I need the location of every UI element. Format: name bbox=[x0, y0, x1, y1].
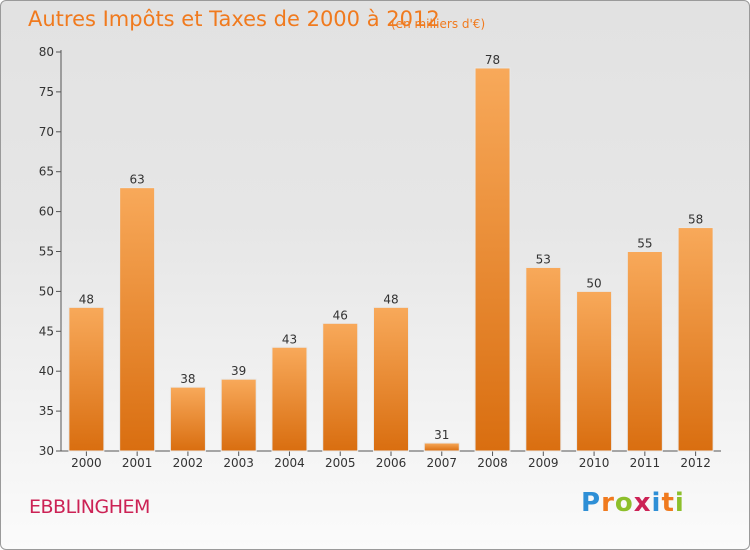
y-axis: 30 35 40 45 50 55 60 65 70 75 80 bbox=[39, 45, 62, 458]
data-label-2005: 46 bbox=[333, 308, 348, 322]
x-tick-label-2012: 2012 bbox=[680, 456, 711, 470]
x-tick-label-2009: 2009 bbox=[528, 456, 559, 470]
x-tick-label-2004: 2004 bbox=[274, 456, 305, 470]
x-tick-label-2007: 2007 bbox=[426, 456, 457, 470]
y-tick-label: 40 bbox=[39, 364, 54, 378]
bar-2012 bbox=[677, 227, 714, 452]
x-tick-label-2005: 2005 bbox=[325, 456, 356, 470]
y-tick-label: 65 bbox=[39, 165, 54, 179]
y-tick-label: 70 bbox=[39, 125, 54, 139]
bar-2006 bbox=[373, 306, 409, 452]
x-tick-label-2010: 2010 bbox=[579, 456, 610, 470]
value-labels: 48 63 38 39 43 46 48 31 78 53 50 55 58 bbox=[79, 53, 704, 442]
bars bbox=[68, 67, 714, 452]
data-label-2009: 53 bbox=[536, 252, 551, 266]
data-label-2008: 78 bbox=[485, 53, 500, 67]
x-tick-label-2001: 2001 bbox=[122, 456, 153, 470]
data-label-2004: 43 bbox=[282, 332, 297, 346]
data-label-2011: 55 bbox=[637, 237, 652, 251]
data-label-2003: 39 bbox=[231, 364, 246, 378]
y-tick-label: 80 bbox=[39, 45, 54, 59]
chart-title: Autres Impôts et Taxes de 2000 à 2012 bbox=[28, 7, 440, 31]
y-tick-label: 50 bbox=[39, 284, 54, 298]
y-tick-label: 75 bbox=[39, 85, 54, 99]
y-tick-label: 30 bbox=[39, 444, 54, 458]
x-tick-label-2003: 2003 bbox=[223, 456, 254, 470]
x-tick-label-2006: 2006 bbox=[376, 456, 407, 470]
data-label-2010: 50 bbox=[586, 276, 601, 290]
commune-name: EBBLINGHEM bbox=[29, 496, 150, 518]
x-tick-label-2011: 2011 bbox=[630, 456, 661, 470]
bar-2011 bbox=[626, 251, 663, 452]
y-tick-label: 35 bbox=[39, 404, 54, 418]
x-axis: 2000 2001 2002 2003 2004 2005 2006 2007 2008 2009… bbox=[61, 450, 721, 470]
x-tick-label-2008: 2008 bbox=[477, 456, 508, 470]
y-tick-label: 60 bbox=[39, 205, 54, 219]
y-tick-label: 55 bbox=[39, 245, 54, 259]
data-label-2000: 48 bbox=[79, 292, 94, 306]
y-tick-label: 45 bbox=[39, 324, 54, 338]
data-label-2001: 63 bbox=[130, 173, 145, 187]
bar-2005 bbox=[322, 322, 359, 452]
bar-2000 bbox=[68, 306, 105, 452]
bar-2010 bbox=[576, 290, 613, 452]
bar-2002 bbox=[169, 386, 206, 452]
bar-2003 bbox=[220, 378, 257, 452]
bar-2008 bbox=[474, 67, 511, 452]
bar-2001 bbox=[119, 187, 156, 452]
x-tick-label-2002: 2002 bbox=[173, 456, 204, 470]
proxiti-logo[interactable]: Proxiti bbox=[581, 488, 685, 518]
bar-2007 bbox=[423, 442, 460, 452]
x-tick-label-2000: 2000 bbox=[71, 456, 102, 470]
bar-2009 bbox=[525, 266, 562, 452]
data-label-2007: 31 bbox=[434, 428, 449, 442]
bar-2004 bbox=[271, 346, 308, 452]
chart-subtitle: (en milliers d'€) bbox=[391, 17, 486, 31]
data-label-2012: 58 bbox=[688, 213, 703, 227]
data-label-2002: 38 bbox=[180, 372, 195, 386]
data-label-2006: 48 bbox=[383, 292, 398, 306]
